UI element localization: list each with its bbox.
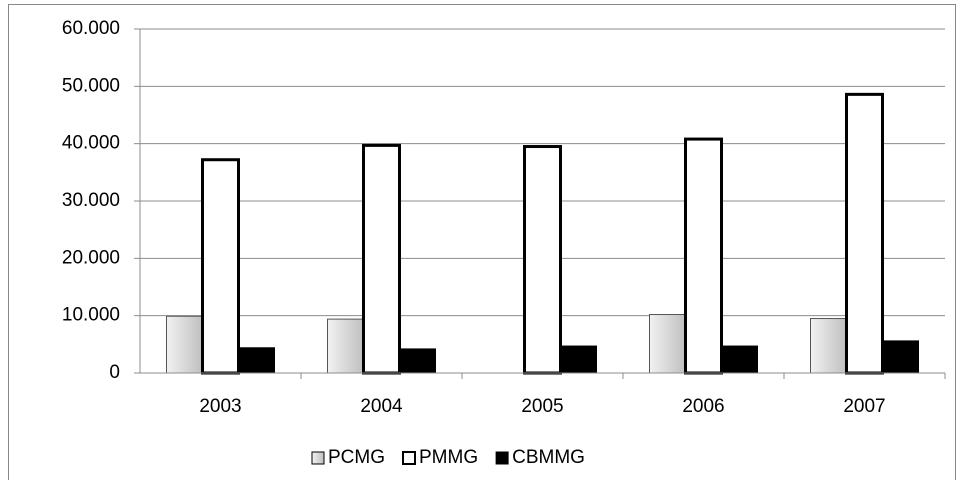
legend-swatch: [311, 451, 325, 465]
y-tick-label: 0: [109, 362, 120, 383]
x-tick-label: 2005: [521, 396, 563, 417]
bar: [523, 145, 562, 375]
x-tick-label: 2007: [843, 396, 885, 417]
x-tick-label: 2006: [682, 396, 724, 417]
x-tick-label: 2004: [360, 396, 403, 417]
y-tick-label: 10.000: [62, 305, 120, 326]
bar: [238, 347, 275, 374]
chart-frame: [8, 4, 956, 480]
bar: [882, 340, 919, 374]
bar: [201, 158, 240, 375]
y-tick-label: 40.000: [62, 133, 120, 154]
bar: [399, 348, 436, 374]
bar: [362, 143, 401, 375]
bar: [684, 137, 723, 375]
legend-label: PCMG: [328, 447, 385, 468]
y-tick-label: 30.000: [62, 190, 120, 211]
legend-swatch: [495, 451, 509, 465]
legend-swatch: [402, 451, 416, 465]
bar: [721, 345, 758, 374]
bar: [649, 314, 686, 374]
legend-label: PMMG: [419, 447, 478, 468]
y-tick-label: 50.000: [62, 75, 120, 96]
x-tick-label: 2003: [199, 396, 241, 417]
y-tick-label: 60.000: [62, 18, 120, 39]
y-tick-label: 20.000: [62, 247, 120, 268]
bar: [810, 318, 847, 374]
bar: [327, 318, 364, 374]
bar: [560, 345, 597, 374]
bar: [166, 315, 203, 374]
bar: [845, 92, 884, 375]
legend-label: CBMMG: [512, 447, 585, 468]
